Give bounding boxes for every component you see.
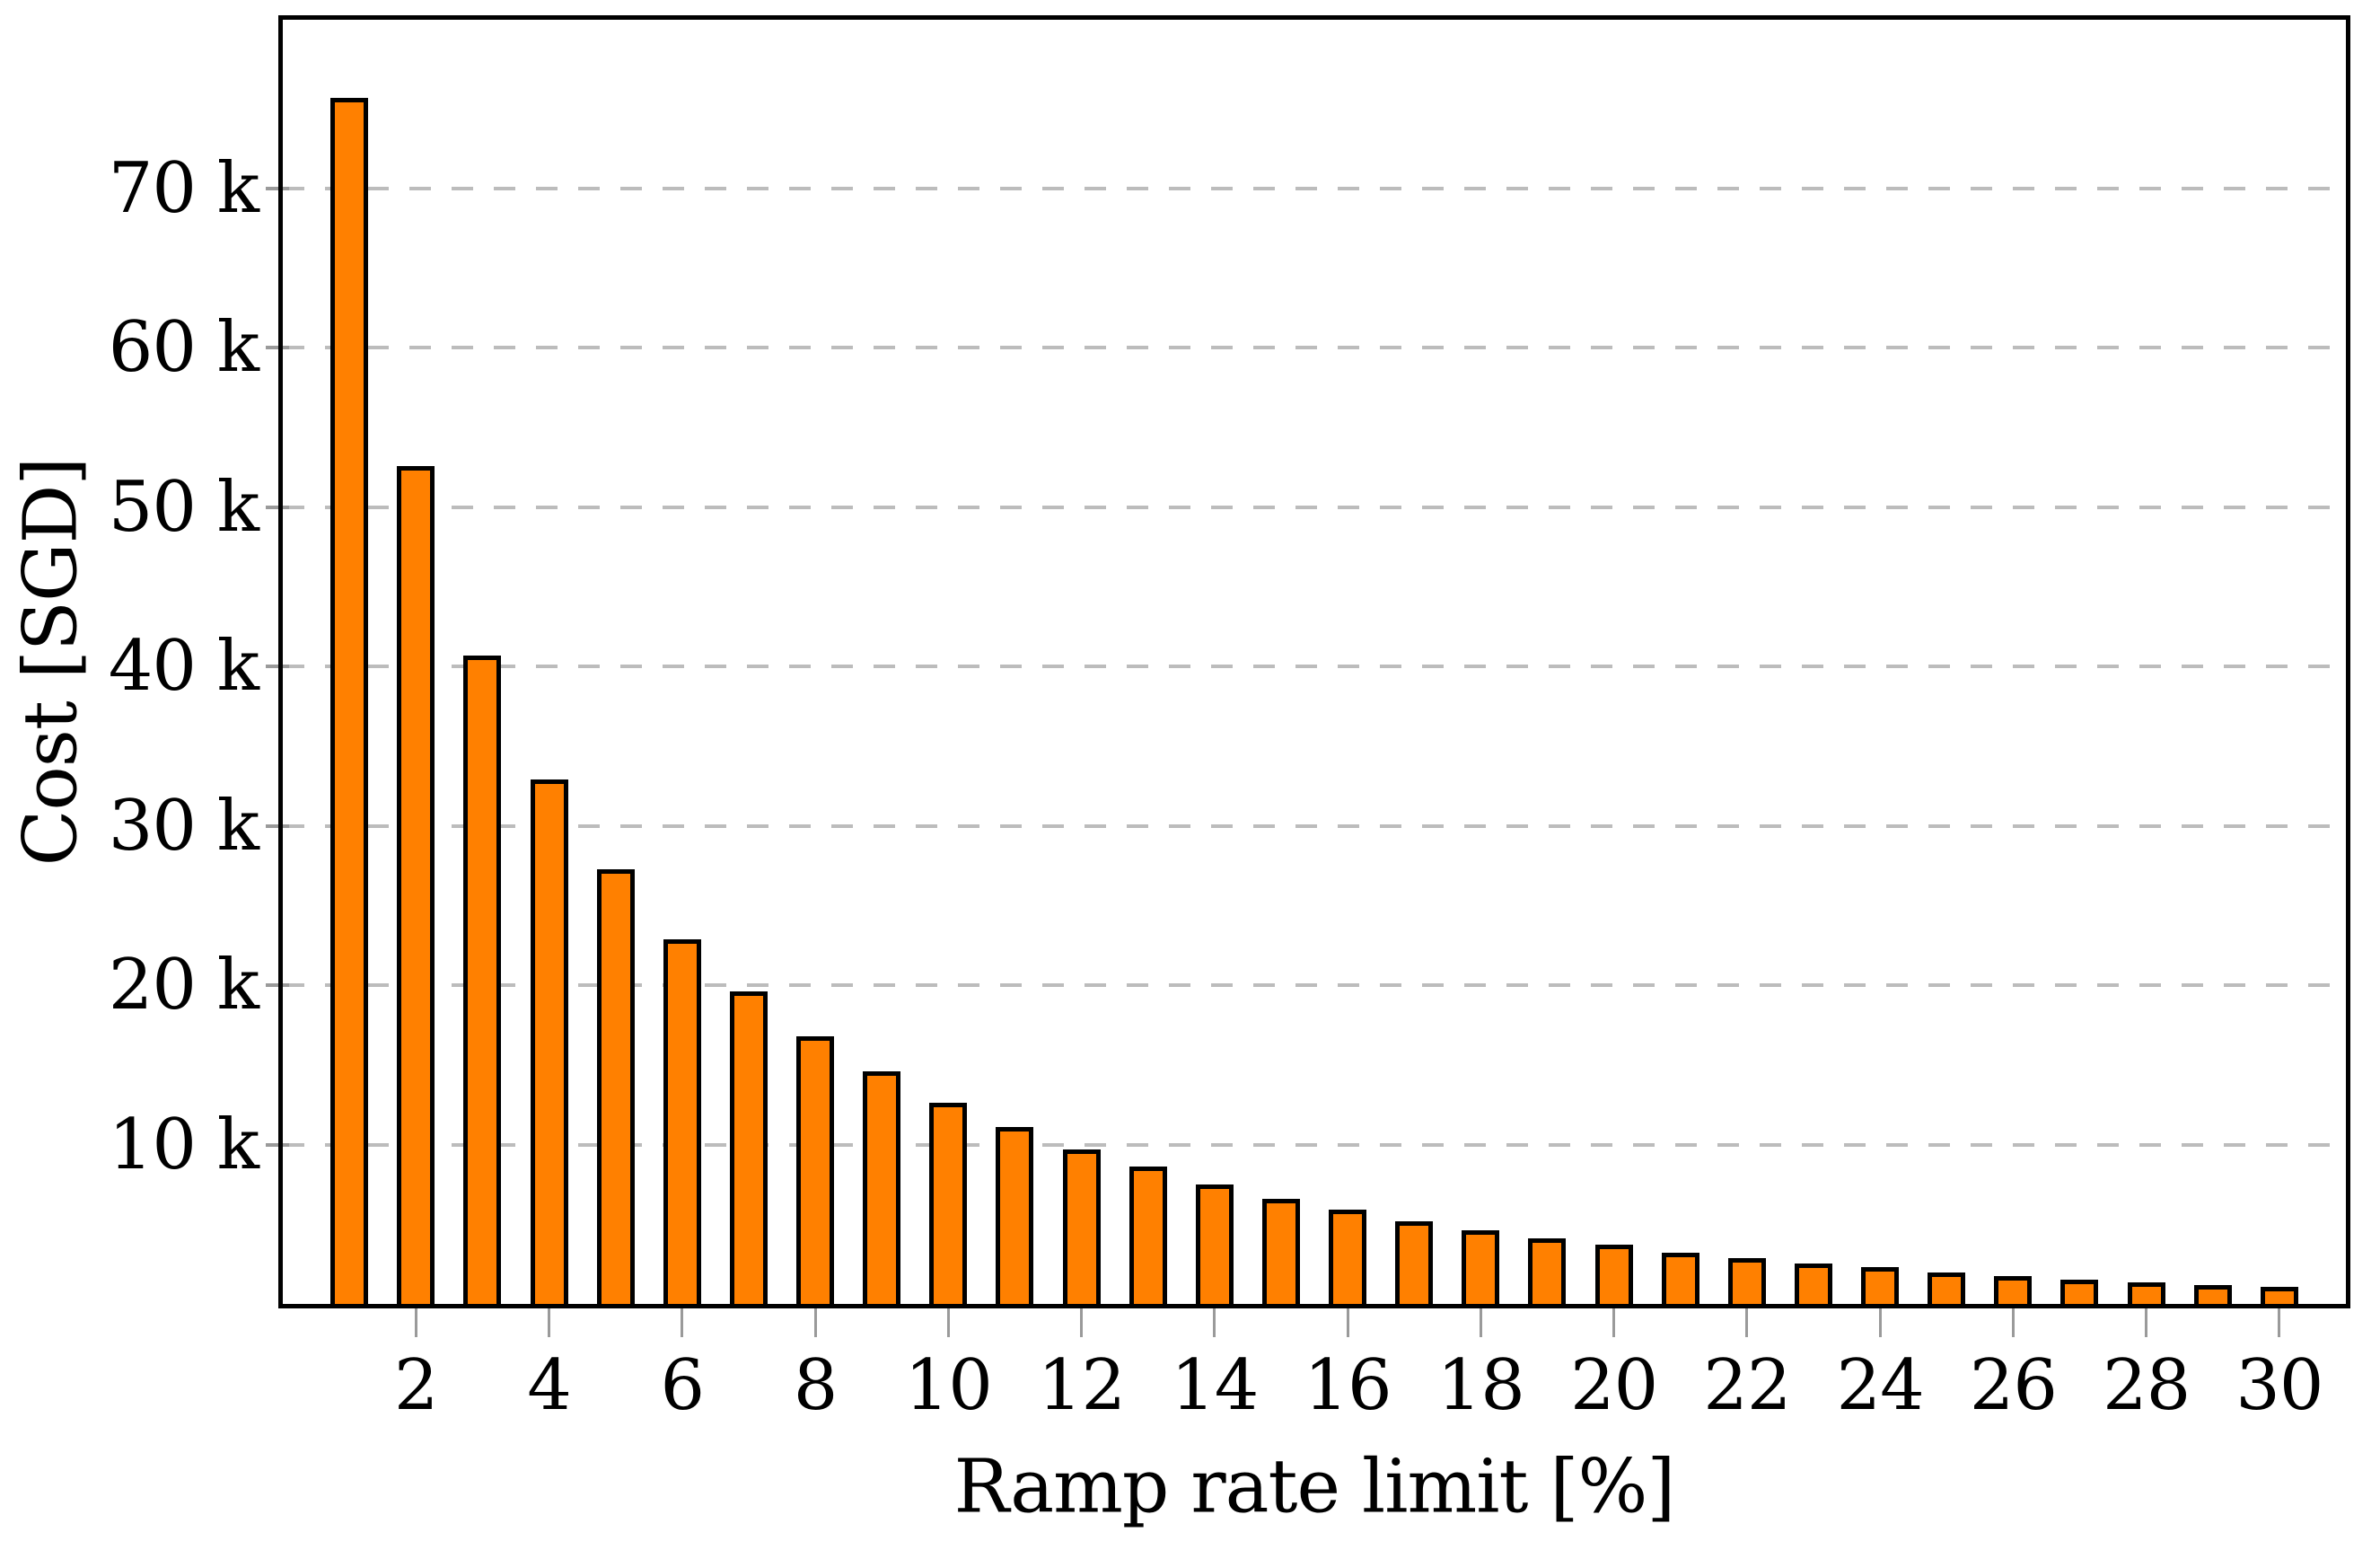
x-axis-tick	[414, 1308, 417, 1337]
y-tick-label: 70 k	[108, 148, 259, 230]
y-axis-tick	[266, 665, 289, 669]
bar	[1395, 1220, 1434, 1304]
y-gridline	[283, 1142, 2346, 1147]
x-axis-tick	[1080, 1308, 1084, 1337]
y-tick-label: 10 k	[108, 1104, 259, 1185]
bar	[863, 1070, 901, 1304]
x-tick-label: 2	[393, 1345, 439, 1426]
plot-area-frame	[278, 15, 2350, 1308]
bar	[1994, 1275, 2033, 1304]
x-axis-tick	[2278, 1308, 2281, 1337]
bar	[1928, 1272, 1966, 1304]
y-gridline	[283, 823, 2346, 828]
x-tick-label: 22	[1703, 1345, 1791, 1426]
y-gridline	[283, 983, 2346, 988]
x-axis-title: Ramp rate limit [%]	[953, 1444, 1676, 1530]
y-axis-tick	[266, 187, 289, 191]
bar	[2127, 1282, 2165, 1304]
y-axis-tick	[266, 823, 289, 828]
bar	[1462, 1230, 1500, 1304]
x-tick-label: 26	[1969, 1345, 2058, 1426]
x-tick-label: 14	[1171, 1345, 1259, 1426]
x-axis-tick	[813, 1308, 817, 1337]
x-axis-tick	[681, 1308, 684, 1337]
bar	[929, 1103, 968, 1304]
y-tick-label: 40 k	[108, 626, 259, 708]
y-axis-tick	[266, 505, 289, 509]
bar	[2260, 1287, 2298, 1304]
x-axis-tick	[1745, 1308, 1749, 1337]
bar	[796, 1035, 835, 1304]
x-tick-label: 28	[2102, 1345, 2191, 1426]
bar	[1062, 1149, 1101, 1304]
bar	[1261, 1198, 1300, 1304]
x-tick-label: 12	[1037, 1345, 1126, 1426]
y-gridline	[283, 505, 2346, 509]
bar	[1528, 1238, 1567, 1304]
x-axis-tick	[1878, 1308, 1882, 1337]
bar	[1129, 1167, 1167, 1304]
y-axis-tick	[266, 983, 289, 988]
y-tick-label: 20 k	[108, 945, 259, 1026]
y-tick-label: 30 k	[108, 785, 259, 867]
bar	[330, 97, 369, 1304]
y-tick-label: 50 k	[108, 466, 259, 548]
bar	[2060, 1279, 2099, 1304]
x-axis-tick	[946, 1308, 950, 1337]
bar	[463, 655, 502, 1304]
x-tick-label: 8	[793, 1345, 839, 1426]
bar	[1195, 1184, 1234, 1304]
y-axis-tick	[266, 346, 289, 350]
x-tick-label: 18	[1436, 1345, 1525, 1426]
x-axis-tick	[548, 1308, 551, 1337]
bar	[530, 779, 568, 1304]
x-tick-label: 24	[1836, 1345, 1924, 1426]
bar	[663, 938, 701, 1304]
x-tick-label: 20	[1569, 1345, 1658, 1426]
bar	[596, 868, 635, 1304]
bar	[1594, 1245, 1633, 1304]
bar	[1794, 1263, 1832, 1304]
bar	[996, 1127, 1034, 1304]
x-tick-label: 10	[904, 1345, 993, 1426]
bar	[2193, 1284, 2232, 1304]
y-gridline	[283, 665, 2346, 669]
y-tick-label: 60 k	[108, 307, 259, 389]
y-gridline	[283, 187, 2346, 191]
x-tick-label: 6	[660, 1345, 705, 1426]
x-axis-tick	[1479, 1308, 1482, 1337]
x-axis-tick	[1346, 1308, 1349, 1337]
x-tick-label: 30	[2235, 1345, 2323, 1426]
y-axis-tick	[266, 1142, 289, 1147]
bar	[729, 991, 768, 1304]
x-axis-tick	[2011, 1308, 2015, 1337]
y-gridline	[283, 346, 2346, 350]
bar	[1329, 1210, 1367, 1304]
x-tick-label: 4	[527, 1345, 572, 1426]
bar	[1727, 1258, 1766, 1304]
x-axis-tick	[1213, 1308, 1216, 1337]
bar	[1861, 1267, 1900, 1304]
bar	[397, 465, 435, 1304]
x-axis-tick	[1612, 1308, 1616, 1337]
bar	[1661, 1253, 1699, 1304]
x-axis-tick	[2145, 1308, 2148, 1337]
x-tick-label: 16	[1304, 1345, 1392, 1426]
